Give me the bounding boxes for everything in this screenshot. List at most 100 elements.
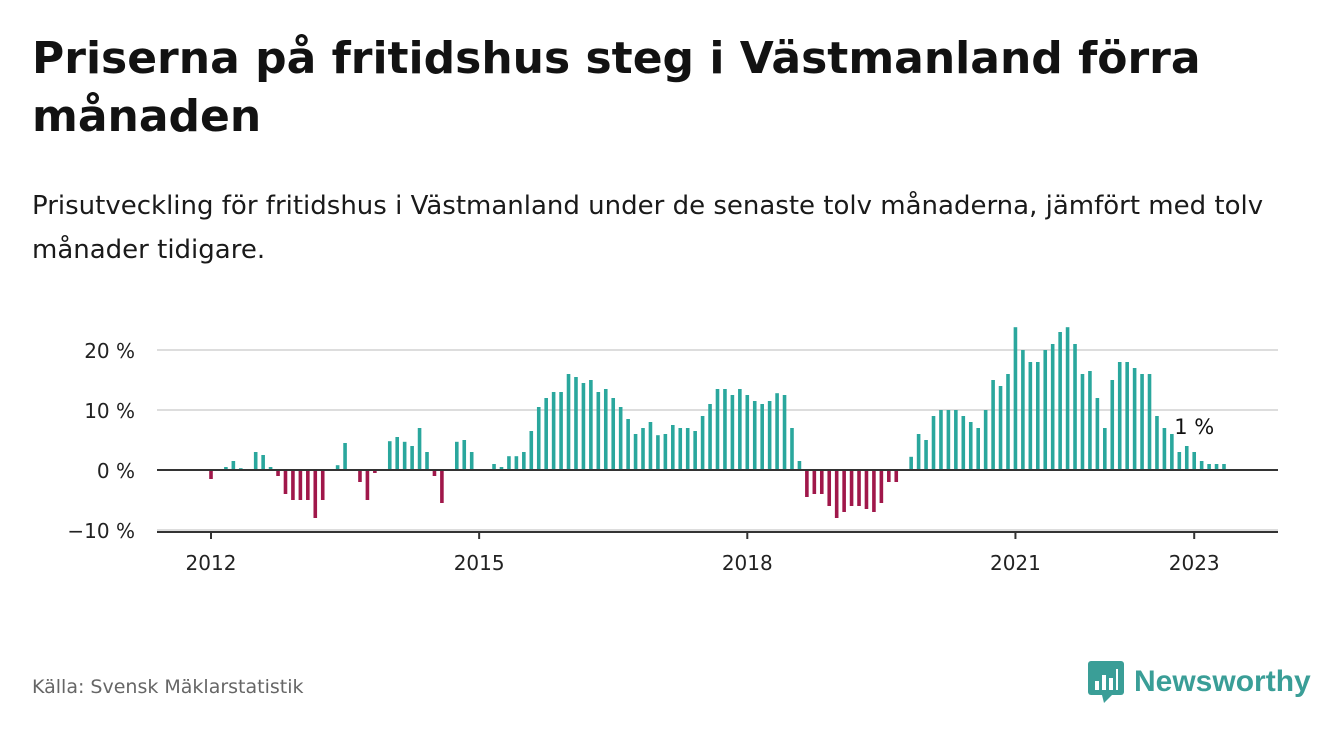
bar (633, 434, 638, 470)
bar (812, 470, 817, 494)
bar (358, 470, 362, 482)
bar (961, 416, 966, 470)
bar (954, 410, 958, 470)
bar (469, 452, 474, 470)
bar (1035, 362, 1040, 470)
bar (991, 380, 995, 470)
bar (1214, 464, 1219, 470)
bar (1058, 332, 1062, 470)
y-tick-label: 20 % (84, 339, 135, 363)
bar (834, 470, 839, 518)
bar (857, 470, 861, 506)
brand-name: Newsworthy (1134, 665, 1311, 698)
bar (253, 452, 258, 470)
bar (574, 377, 578, 470)
bar (492, 464, 496, 470)
bar (559, 392, 563, 470)
bar (916, 434, 921, 470)
bar (1050, 344, 1055, 470)
bar (1095, 398, 1100, 470)
bar (566, 374, 571, 470)
bar (261, 455, 265, 470)
bar (760, 404, 764, 470)
bar (410, 446, 414, 470)
bar (373, 470, 377, 473)
bar (1140, 374, 1144, 470)
bar (1080, 374, 1085, 470)
bar (767, 401, 772, 470)
bar (268, 467, 273, 470)
bar-chart-speech-bubble-icon (1088, 661, 1124, 703)
bar (462, 440, 467, 470)
bar (1207, 464, 1211, 470)
bar (641, 428, 645, 470)
data-label-latest: 1 % (1174, 415, 1214, 439)
bar (514, 456, 519, 470)
bar (365, 470, 370, 500)
bar (1177, 452, 1182, 470)
bar (224, 467, 228, 470)
bar (291, 470, 295, 500)
bar (887, 470, 891, 482)
bar (730, 395, 735, 470)
x-tick-label: 2012 (186, 551, 237, 575)
bar (335, 465, 340, 470)
bar (1162, 428, 1167, 470)
bar (864, 470, 869, 509)
y-tick-label: 0 % (97, 459, 135, 483)
chart-title: Priserna på fritidshus steg i Västmanlan… (32, 33, 1201, 142)
bar (1117, 362, 1122, 470)
bar (306, 470, 310, 500)
bar (1088, 371, 1092, 470)
bar (894, 470, 899, 482)
bar (1155, 416, 1159, 470)
bar (432, 470, 437, 476)
bar (402, 441, 407, 470)
y-tick-label: −10 % (67, 519, 135, 543)
bar (1170, 434, 1174, 470)
bar (1110, 380, 1115, 470)
bar (693, 431, 697, 470)
bar (417, 428, 422, 470)
bar (685, 428, 690, 470)
bar (909, 456, 913, 470)
bar (939, 410, 943, 470)
bar (544, 398, 548, 470)
bar (946, 410, 951, 470)
bar (827, 470, 832, 506)
bar (790, 428, 794, 470)
bar (313, 470, 318, 518)
bar (387, 441, 392, 470)
x-tick-label: 2015 (454, 551, 505, 575)
bar (656, 435, 660, 470)
bar (276, 470, 280, 476)
bar (879, 470, 884, 503)
bar (775, 393, 779, 470)
bar (1125, 362, 1129, 470)
bar (522, 452, 526, 470)
bar (805, 470, 809, 497)
bar (849, 470, 854, 506)
bar (499, 467, 504, 470)
bar (842, 470, 846, 512)
bar (529, 431, 534, 470)
bar (671, 425, 675, 470)
bar (1028, 362, 1033, 470)
bar (663, 434, 668, 470)
bar (231, 461, 236, 470)
bar (596, 392, 601, 470)
bar (1065, 327, 1070, 470)
bar (298, 470, 303, 500)
bar (968, 422, 973, 470)
bar (723, 389, 727, 470)
bar (1006, 374, 1010, 470)
bar (507, 456, 511, 470)
bar (1103, 428, 1107, 470)
bar (872, 470, 876, 512)
bar (455, 441, 459, 470)
bar (745, 395, 750, 470)
bar (983, 410, 988, 470)
bar (536, 407, 541, 470)
bar (678, 428, 683, 470)
